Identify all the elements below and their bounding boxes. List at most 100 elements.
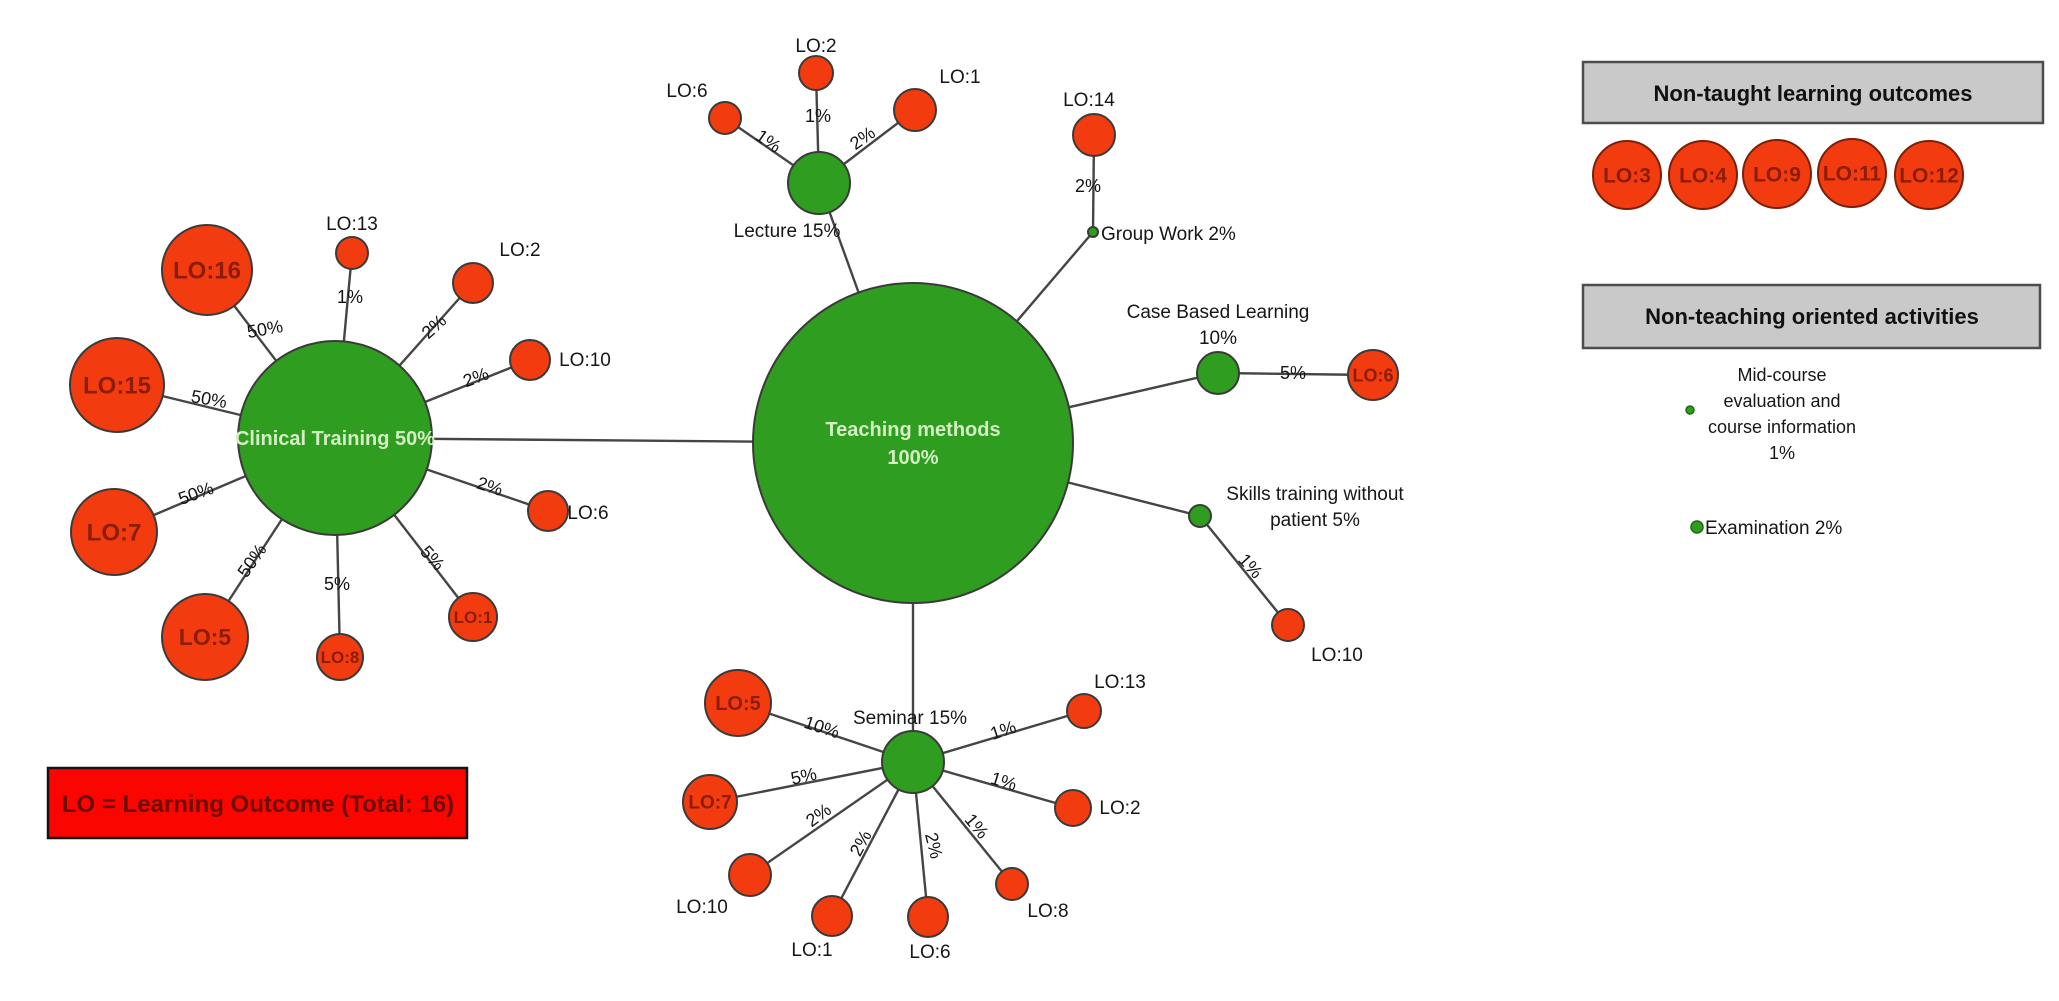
node-casebased-label-line1: Case Based Learning xyxy=(1127,302,1310,323)
edge-clinical-c_lo1-label: 5% xyxy=(416,542,448,575)
edge-clinical-c_lo16-label: 50% xyxy=(245,316,284,342)
node-c_lo16-circle xyxy=(161,224,253,316)
node-clinical-circle xyxy=(237,340,433,536)
node-groupwork-label: Group Work 2% xyxy=(1101,224,1236,245)
legend-circle-lo4-label: LO:4 xyxy=(1679,164,1727,187)
edge-seminar-se_lo7-label: 5% xyxy=(789,764,819,789)
legend-activity-1-line2: evaluation and xyxy=(1723,391,1840,411)
node-c_lo10-label: LO:10 xyxy=(559,350,611,371)
legend-activity-dot-1-icon xyxy=(1685,405,1695,415)
node-c_lo15-circle xyxy=(69,337,165,433)
legend-circle-lo12-label: LO:12 xyxy=(1899,164,1959,187)
node-se_lo6-label: LO:6 xyxy=(909,942,950,963)
node-se_lo10-circle xyxy=(728,853,772,897)
legend-activity-dot-2-icon xyxy=(1690,520,1704,534)
node-lecture-label: Lecture 15% xyxy=(734,221,841,242)
edge-skills-s_lo10 xyxy=(1199,515,1289,626)
node-s_lo10-label: LO:10 xyxy=(1311,645,1363,666)
edge-seminar-se_lo13-label: 1% xyxy=(988,717,1019,744)
node-c_lo7-circle xyxy=(70,488,158,576)
node-seminar-label: Seminar 15% xyxy=(853,708,967,729)
node-c_lo5-label: LO:5 xyxy=(179,624,232,650)
node-c_lo1-circle xyxy=(448,592,498,642)
node-s_lo10-circle xyxy=(1271,608,1305,642)
node-g_lo14-circle xyxy=(1072,113,1116,157)
node-seminar-circle xyxy=(881,730,945,794)
node-cb_lo6-circle xyxy=(1347,349,1399,401)
node-lecture-circle xyxy=(787,151,851,215)
edge-groupwork-g_lo14-label: 2% xyxy=(1075,176,1101,196)
node-se_lo8-label: LO:8 xyxy=(1027,901,1068,922)
node-se_lo13-circle xyxy=(1066,693,1102,729)
node-c_lo2-label: LO:2 xyxy=(499,240,540,261)
node-l_lo2-label: LO:2 xyxy=(795,36,836,57)
legend-circle-lo4 xyxy=(1668,140,1738,210)
edge-lecture-l_lo6-label: 1% xyxy=(752,125,785,156)
legend-circle-lo11-label: LO:11 xyxy=(1823,162,1882,185)
node-c_lo5-circle xyxy=(161,593,249,681)
legend-circle-lo3 xyxy=(1592,140,1662,210)
legend-non-taught-title: Non-taught learning outcomes xyxy=(1654,81,1973,106)
node-c_lo1-label: LO:1 xyxy=(454,608,493,627)
node-c_lo6-label: LO:6 xyxy=(567,503,608,524)
legend-activity-2-line1: Examination 2% xyxy=(1705,518,1842,539)
edge-lecture-l_lo2-label: 1% xyxy=(805,106,831,126)
edge-seminar-se_lo6-label: 2% xyxy=(921,831,947,861)
legend-non-teaching-title: Non-teaching oriented activities xyxy=(1645,304,1979,329)
node-teaching-label-line1: Teaching methods xyxy=(825,419,1000,441)
legend-activity-1-line4: 1% xyxy=(1769,443,1795,463)
node-skills-label-line1: Skills training without xyxy=(1226,484,1404,505)
node-se_lo2-label: LO:2 xyxy=(1099,798,1140,819)
node-l_lo1-label: LO:1 xyxy=(939,67,980,88)
edge-seminar-se_lo1-label: 2% xyxy=(846,827,876,859)
legend-circle-lo12 xyxy=(1894,140,1964,210)
edge-lecture-l_lo1-label: 2% xyxy=(846,122,879,153)
node-se_lo7-label: LO:7 xyxy=(688,793,731,814)
node-cb_lo6-label: LO:6 xyxy=(1352,365,1393,385)
node-c_lo13-circle xyxy=(335,236,369,270)
node-c_lo8-label: LO:8 xyxy=(321,648,360,667)
node-groupwork-circle xyxy=(1087,226,1099,238)
node-l_lo1-circle xyxy=(893,88,937,132)
node-c_lo13-label: LO:13 xyxy=(326,214,378,235)
edge-seminar-se_lo7 xyxy=(709,760,914,804)
legend-circle-lo3-label: LO:3 xyxy=(1603,164,1651,187)
node-l_lo6-circle xyxy=(708,101,742,135)
node-se_lo8-circle xyxy=(995,867,1029,901)
node-casebased-circle xyxy=(1196,351,1240,395)
node-teaching-label-line2: 100% xyxy=(887,447,938,469)
node-l_lo6-label: LO:6 xyxy=(666,81,707,102)
node-se_lo10-label: LO:10 xyxy=(676,897,728,918)
node-casebased-label-line2: 10% xyxy=(1199,328,1237,349)
edge-seminar-se_lo5-label: 10% xyxy=(802,712,842,742)
edge-skills-s_lo10-label: 1% xyxy=(1234,550,1266,583)
node-se_lo5-label: LO:5 xyxy=(715,693,761,715)
node-l_lo2-circle xyxy=(798,55,834,91)
node-skills-label-line2: patient 5% xyxy=(1270,510,1360,531)
node-se_lo1-label: LO:1 xyxy=(791,940,832,961)
node-skills-circle xyxy=(1188,504,1212,528)
node-g_lo14-label: LO:14 xyxy=(1063,90,1115,111)
edge-clinical-c_lo8-label: 5% xyxy=(324,574,350,594)
edge-clinical-c_lo10-label: 2% xyxy=(460,364,491,392)
node-se_lo5-circle xyxy=(704,669,772,737)
node-c_lo2-circle xyxy=(452,262,494,304)
legend-circle-lo9-label: LO:9 xyxy=(1753,163,1801,186)
legend-activity-1-line3: course information xyxy=(1708,417,1856,437)
node-se_lo7-circle xyxy=(682,774,738,830)
node-c_lo6-circle xyxy=(527,490,569,532)
node-se_lo6-circle xyxy=(907,896,949,938)
legend-circle-lo11 xyxy=(1817,138,1887,208)
edge-clinical-c_lo7-label: 50% xyxy=(176,478,217,509)
legend-circle-lo9 xyxy=(1742,139,1812,209)
node-c_lo16-label: LO:16 xyxy=(173,257,241,284)
edge-clinical-c_lo13-label: 1% xyxy=(337,287,363,307)
node-c_lo7-label: LO:7 xyxy=(87,519,142,546)
node-c_lo10-circle xyxy=(509,339,551,381)
edge-seminar-se_lo10 xyxy=(749,761,914,876)
info-box-label: LO = Learning Outcome (Total: 16) xyxy=(62,791,454,818)
legend-activity-1-line1: Mid-course xyxy=(1737,365,1826,385)
node-clinical-label: Clinical Training 50% xyxy=(235,428,435,450)
